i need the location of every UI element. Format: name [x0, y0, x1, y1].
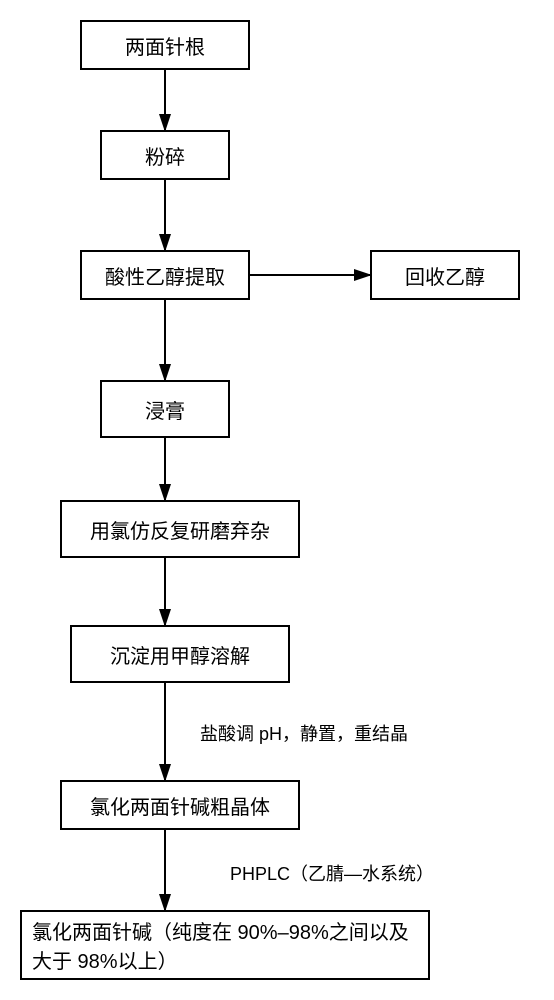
flow-arrows — [0, 0, 554, 1000]
